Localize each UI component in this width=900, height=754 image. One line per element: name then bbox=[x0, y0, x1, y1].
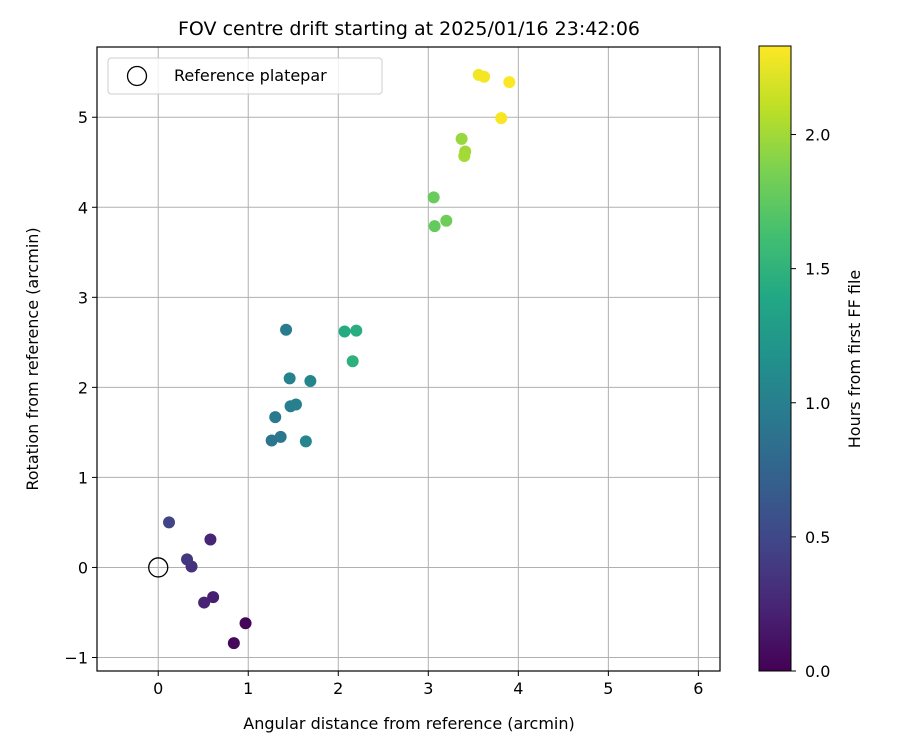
data-point bbox=[304, 375, 317, 388]
data-point bbox=[283, 372, 296, 385]
x-tick-label: 0 bbox=[153, 679, 163, 698]
data-point bbox=[207, 591, 220, 604]
colorbar-gradient bbox=[758, 45, 792, 672]
x-tick-label: 1 bbox=[243, 679, 253, 698]
colorbar-tick-label: 1.0 bbox=[805, 394, 830, 413]
data-point bbox=[280, 323, 293, 336]
data-point bbox=[227, 637, 240, 650]
data-point bbox=[163, 516, 176, 529]
colorbar-tick-label: 0.0 bbox=[805, 662, 830, 681]
data-point bbox=[495, 112, 508, 125]
legend-reference-marker bbox=[126, 65, 148, 87]
plot-area: 0 1 2 3 4 5 6 −1 0 1 2 3 4 5 bbox=[64, 46, 721, 698]
y-axis-label: Rotation from reference (arcmin) bbox=[23, 227, 42, 490]
data-point bbox=[338, 325, 351, 338]
y-tick-label: 0 bbox=[78, 558, 88, 577]
data-point bbox=[440, 214, 453, 227]
x-tick-label: 6 bbox=[693, 679, 703, 698]
y-tick-label: −1 bbox=[64, 648, 88, 667]
reference-platepar-marker bbox=[148, 557, 169, 578]
data-point bbox=[239, 617, 252, 630]
x-tick-label: 5 bbox=[603, 679, 613, 698]
x-tick-label: 4 bbox=[513, 679, 523, 698]
data-point bbox=[458, 149, 471, 162]
y-axis-ticks: −1 0 1 2 3 4 5 bbox=[64, 108, 97, 667]
data-point bbox=[181, 553, 194, 566]
legend: Reference platepar bbox=[107, 57, 383, 95]
data-point bbox=[350, 324, 363, 337]
data-point bbox=[274, 430, 287, 443]
data-point bbox=[289, 398, 302, 411]
colorbar-label: Hours from first FF file bbox=[845, 270, 864, 449]
x-axis-ticks: 0 1 2 3 4 5 6 bbox=[153, 671, 703, 698]
colorbar-tick-label: 0.5 bbox=[805, 528, 830, 547]
data-point bbox=[428, 220, 441, 233]
data-point bbox=[478, 70, 491, 83]
data-point bbox=[269, 411, 282, 424]
legend-entry-label: Reference platepar bbox=[174, 66, 327, 85]
data-point bbox=[204, 533, 217, 546]
y-tick-label: 2 bbox=[78, 378, 88, 397]
colorbar-ticks: 0.0 0.5 1.0 1.5 2.0 bbox=[791, 126, 830, 681]
data-point bbox=[198, 596, 211, 609]
plot-background bbox=[97, 47, 720, 671]
colorbar-tick-label: 2.0 bbox=[805, 126, 830, 145]
plot-frame bbox=[96, 46, 721, 672]
colorbar-tick-label: 1.5 bbox=[805, 260, 830, 279]
x-tick-label: 3 bbox=[423, 679, 433, 698]
colorbar: 0.0 0.5 1.0 1.5 2.0 Hours from first FF file bbox=[758, 45, 864, 681]
data-point bbox=[346, 355, 359, 368]
data-points bbox=[163, 68, 516, 650]
grid-lines bbox=[97, 47, 720, 671]
data-point bbox=[299, 435, 312, 448]
data-point bbox=[427, 191, 440, 204]
data-point bbox=[455, 132, 468, 145]
legend-box bbox=[107, 57, 383, 95]
data-point bbox=[265, 434, 278, 447]
y-tick-label: 1 bbox=[78, 468, 88, 487]
y-tick-label: 4 bbox=[78, 198, 88, 217]
y-tick-label: 3 bbox=[78, 288, 88, 307]
chart-title: FOV centre drift starting at 2025/01/16 … bbox=[178, 18, 640, 40]
x-tick-label: 2 bbox=[333, 679, 343, 698]
y-tick-label: 5 bbox=[78, 108, 88, 127]
data-point bbox=[503, 76, 516, 89]
x-axis-label: Angular distance from reference (arcmin) bbox=[243, 714, 574, 733]
